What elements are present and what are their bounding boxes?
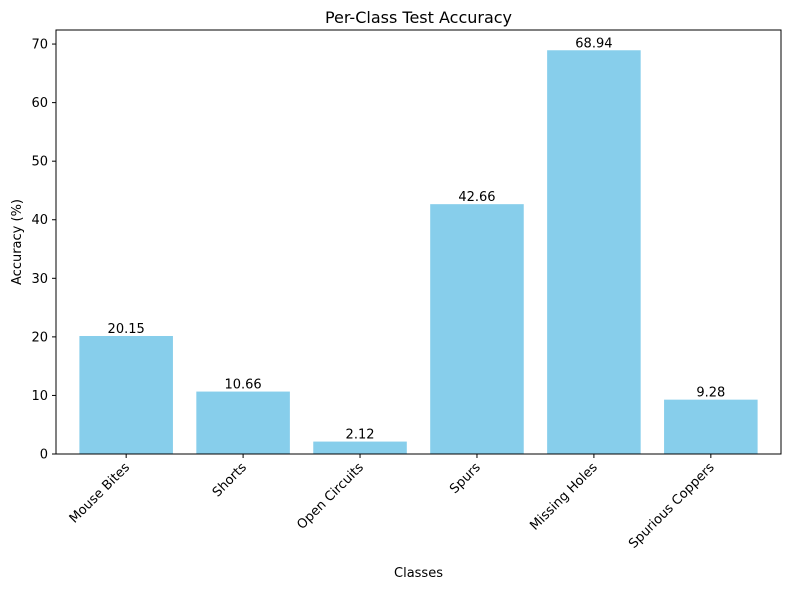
bar-value-label-5: 9.28 xyxy=(696,386,725,401)
bar-value-label-0: 20.15 xyxy=(108,322,145,337)
y-axis-title: Accuracy (%) xyxy=(10,199,25,285)
y-tick-label-1: 10 xyxy=(31,389,48,404)
x-tick-label-5: Spurious Coppers xyxy=(626,460,718,552)
bar-3 xyxy=(430,204,524,454)
y-tick-label-0: 0 xyxy=(40,448,48,463)
bar-5 xyxy=(664,399,758,454)
x-axis-title: Classes xyxy=(394,566,443,581)
chart-title: Per-Class Test Accuracy xyxy=(325,8,512,27)
x-axis: Mouse Bites Shorts Open Circuits Spurs Missi… xyxy=(67,454,718,552)
bar-value-label-3: 42.66 xyxy=(458,190,495,205)
y-axis: 0 10 20 30 40 50 60 70 xyxy=(31,38,56,463)
x-tick-label-1: Shorts xyxy=(210,460,250,500)
x-tick-label-4: Missing Holes xyxy=(527,460,601,534)
bar-value-label-1: 10.66 xyxy=(224,378,261,393)
y-tick-label-6: 60 xyxy=(31,96,48,111)
bar-value-label-2: 2.12 xyxy=(346,428,375,443)
bar-4 xyxy=(547,50,641,454)
x-tick-label-2: Open Circuits xyxy=(294,460,367,533)
bar-value-label-4: 68.94 xyxy=(575,36,612,51)
y-tick-label-5: 50 xyxy=(31,155,48,170)
bars-group xyxy=(79,50,758,454)
plot-frame xyxy=(55,29,782,455)
bar-2 xyxy=(313,441,407,454)
bar-1 xyxy=(196,391,290,454)
bar-0 xyxy=(79,335,173,454)
y-tick-label-2: 20 xyxy=(31,330,48,345)
y-tick-label-3: 30 xyxy=(31,272,48,287)
y-tick-label-7: 70 xyxy=(31,38,48,53)
x-tick-label-3: Spurs xyxy=(447,460,484,497)
value-labels-group: 20.15 10.66 2.12 42.66 68.94 9.28 xyxy=(108,36,726,442)
y-tick-label-4: 40 xyxy=(31,213,48,228)
x-tick-label-0: Mouse Bites xyxy=(67,460,133,526)
